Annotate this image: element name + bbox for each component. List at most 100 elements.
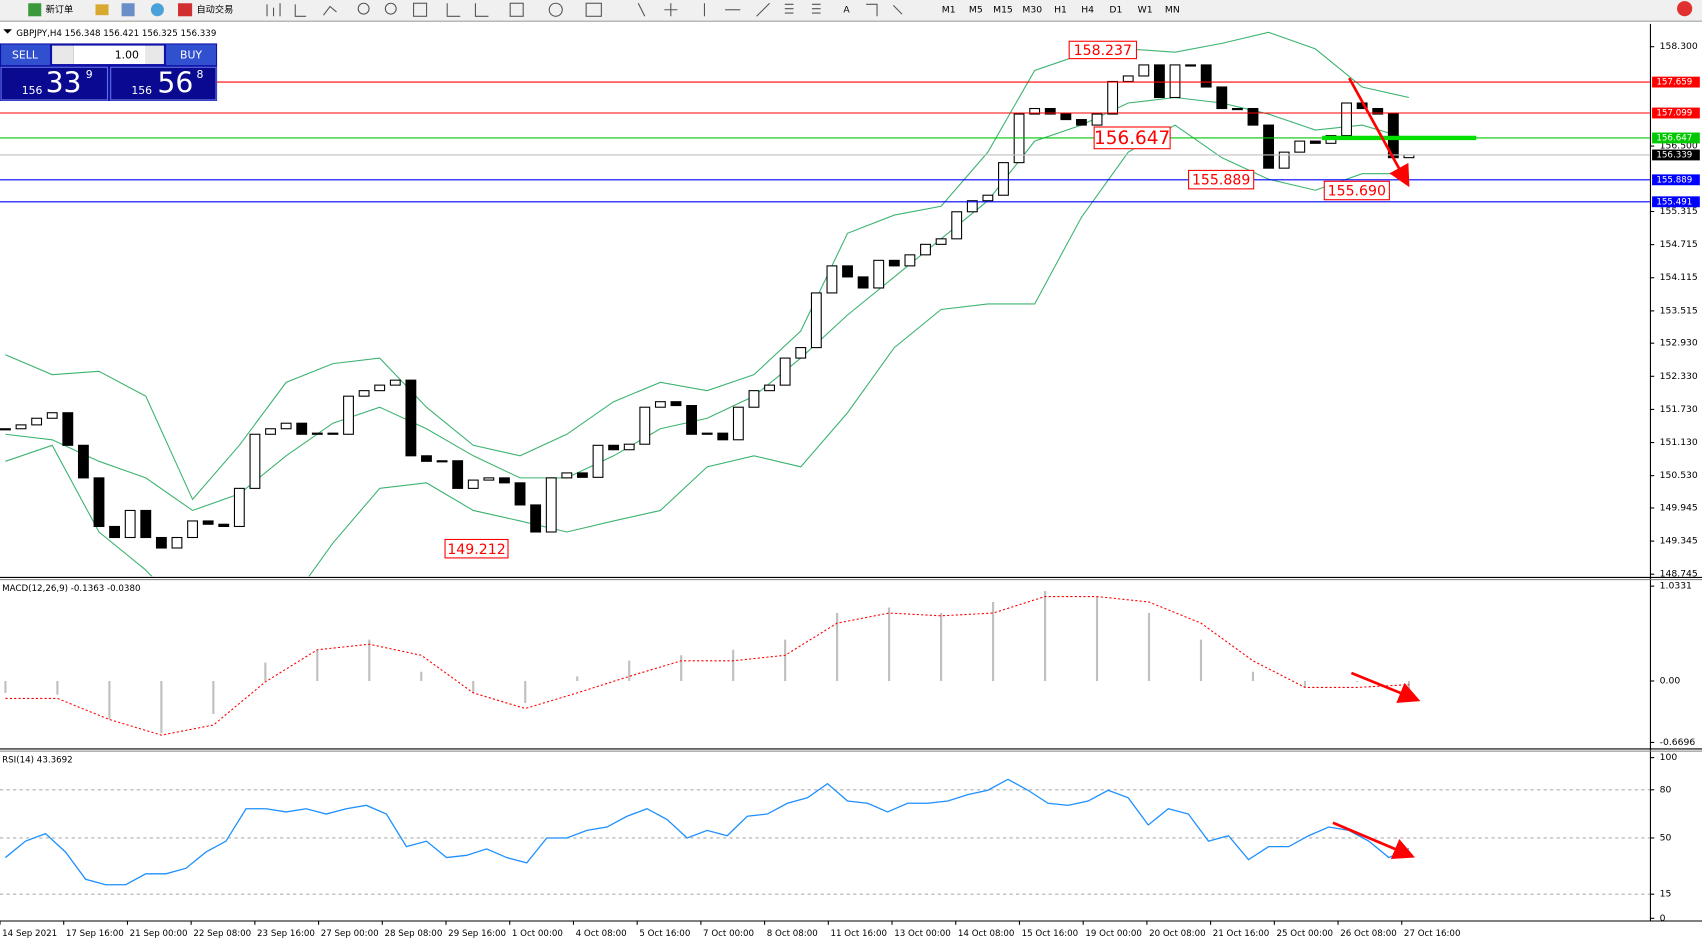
candle-body xyxy=(842,265,853,278)
candle-body xyxy=(265,428,276,435)
y-tick-label: 149.945 xyxy=(1660,502,1698,513)
timeframe-button[interactable]: M30 xyxy=(1022,4,1042,15)
candle-body xyxy=(810,292,822,349)
alert-icon xyxy=(1677,1,1693,17)
timeframe-bar: M1 M5 M15 M30 H1 H4 D1 W1 MN xyxy=(942,4,1180,15)
candle-body xyxy=(1216,86,1228,110)
timeframe-button[interactable]: W1 xyxy=(1138,4,1153,15)
candle-body xyxy=(93,477,105,528)
candle-body xyxy=(467,479,479,489)
buy-quote[interactable] xyxy=(110,66,217,101)
x-tick-label: 21 Sep 00:00 xyxy=(130,929,188,939)
bollinger-upper xyxy=(5,31,1410,501)
candle-body xyxy=(888,259,900,267)
level-label: 155.889 xyxy=(1656,175,1692,185)
price-annotation: 155.690 xyxy=(1328,184,1386,200)
timeframe-button[interactable]: H1 xyxy=(1054,4,1067,15)
candle-body xyxy=(514,482,526,506)
candle-body xyxy=(1200,64,1212,88)
y-tick-label: 153.515 xyxy=(1660,305,1698,316)
y-tick-label: 0 xyxy=(1660,913,1666,924)
candle-body xyxy=(1122,75,1134,83)
timeframe-button[interactable]: M15 xyxy=(993,4,1013,15)
candle-body xyxy=(904,254,916,267)
timeframe-button[interactable]: M5 xyxy=(969,4,983,15)
y-tick-label: 15 xyxy=(1660,889,1672,900)
price-annotation: 149.212 xyxy=(447,542,505,558)
sell-fraction: 9 xyxy=(86,68,93,81)
y-tick-label: 0.00 xyxy=(1660,675,1681,686)
auto-trading-button[interactable]: 自动交易 xyxy=(196,3,233,15)
candle-body xyxy=(405,379,417,457)
x-tick-label: 13 Oct 00:00 xyxy=(894,929,951,939)
lot-input[interactable] xyxy=(73,45,146,65)
new-order-icon[interactable] xyxy=(28,3,42,17)
candle-body xyxy=(31,417,43,426)
x-tick-label: 21 Oct 16:00 xyxy=(1213,929,1270,939)
sell-button[interactable] xyxy=(1,44,50,66)
timeframe-button[interactable]: MN xyxy=(1165,4,1180,15)
indicator-title: MACD(12,26,9) -0.1363 -0.0380 xyxy=(2,584,140,594)
candle-body xyxy=(187,520,198,539)
buy-label[interactable]: BUY xyxy=(180,48,202,61)
candle-body xyxy=(857,276,869,289)
icon[interactable] xyxy=(95,4,109,16)
candle-body xyxy=(873,259,885,289)
rsi-line xyxy=(5,778,1410,886)
sell-label[interactable]: SELL xyxy=(12,48,38,61)
candle-body xyxy=(421,455,432,462)
y-tick-label: 1.0331 xyxy=(1660,581,1692,592)
indicator-title: GBPJPY,H4 156.348 156.421 156.325 156.33… xyxy=(16,29,216,39)
x-tick-label: 11 Oct 16:00 xyxy=(830,929,887,939)
icon[interactable] xyxy=(150,3,164,17)
candle-body xyxy=(764,384,775,392)
timeframe-button[interactable]: M1 xyxy=(942,4,956,15)
candle-body xyxy=(343,395,354,435)
buy-fraction: 8 xyxy=(196,68,203,81)
icon[interactable] xyxy=(121,3,135,17)
level-label-box xyxy=(1652,149,1700,161)
pane-line xyxy=(0,778,1650,895)
new-order-button[interactable]: 新订单 xyxy=(46,3,74,15)
y-tick-label: 151.130 xyxy=(1660,437,1698,448)
trend-arrow xyxy=(1332,821,1416,859)
y-tick-label: 156.500 xyxy=(1660,141,1698,152)
y-tick-label: 152.930 xyxy=(1660,338,1698,349)
candle-body xyxy=(171,536,183,549)
text-tool-icon[interactable]: A xyxy=(843,4,850,15)
price-annotation-box xyxy=(1323,180,1390,201)
candle-body xyxy=(826,265,838,294)
candle-body xyxy=(140,509,152,539)
candle-body xyxy=(717,432,729,441)
y-tick-label: 151.730 xyxy=(1660,404,1698,415)
lot-spinner[interactable] xyxy=(145,45,164,65)
sell-big-figure: 156 xyxy=(22,84,43,97)
x-tick-label: 14 Oct 08:00 xyxy=(958,929,1015,939)
candle-body xyxy=(576,472,588,478)
candle-body xyxy=(452,460,464,489)
charts: 158.300 156.500 155.315 154.715 154.115 153.5… xyxy=(0,29,1700,939)
level-label-box xyxy=(1652,196,1700,208)
x-tick-label: 15 Oct 16:00 xyxy=(1022,929,1079,939)
y-tick-label: 152.330 xyxy=(1660,371,1698,382)
sell-quote[interactable] xyxy=(0,66,109,101)
indicator-title: RSI(14) 43.3692 xyxy=(2,755,73,765)
candle-body xyxy=(1029,107,1041,115)
timeframe-button[interactable]: H4 xyxy=(1081,4,1094,15)
candle-body xyxy=(233,487,245,528)
pane-macd xyxy=(4,591,1411,736)
x-tick-label: 4 Oct 08:00 xyxy=(576,929,627,939)
auto-trading-icon[interactable] xyxy=(178,3,193,17)
candle-body xyxy=(1138,64,1150,77)
lot-dropdown[interactable] xyxy=(52,45,74,65)
candle-body xyxy=(795,347,807,359)
timeframe-button[interactable]: D1 xyxy=(1109,4,1122,15)
buy-button[interactable] xyxy=(166,44,217,66)
candle-body xyxy=(701,432,713,435)
candle-body xyxy=(530,504,542,533)
x-tick-label: 1 Oct 00:00 xyxy=(512,929,563,939)
candle-body xyxy=(1169,64,1181,99)
lot-size[interactable]: 1.00 xyxy=(115,48,139,61)
y-tick-label: 149.345 xyxy=(1660,536,1698,547)
